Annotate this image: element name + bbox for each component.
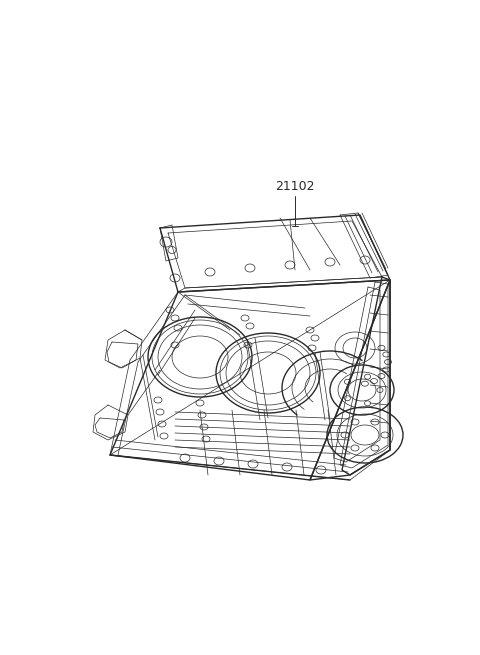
- Text: 21102: 21102: [275, 180, 315, 193]
